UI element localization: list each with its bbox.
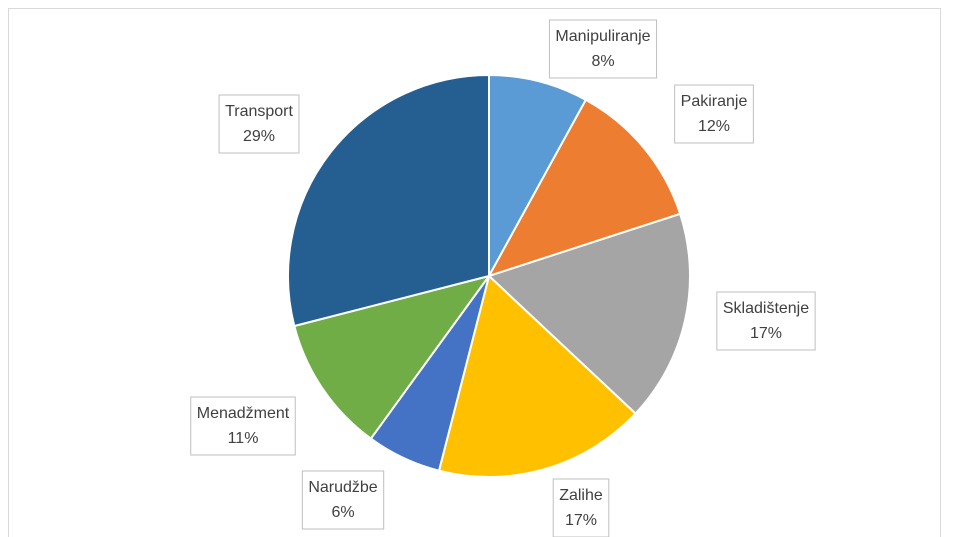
label-box <box>218 94 300 154</box>
slice-value-label: 17% <box>750 325 782 342</box>
pie-slice <box>487 212 691 416</box>
label-box <box>548 19 658 79</box>
label-box <box>716 291 816 351</box>
pie-slice <box>437 274 637 478</box>
pie-slice <box>287 73 490 328</box>
slice-label: Zalihe <box>559 487 603 504</box>
label-box <box>190 396 296 456</box>
slice-value-label: 6% <box>331 504 354 521</box>
slice-value-label: 17% <box>565 512 597 529</box>
slice-label: Narudžbe <box>308 479 377 496</box>
slice-label: Menadžment <box>197 405 290 422</box>
label-box <box>674 84 754 144</box>
slice-value-label: 12% <box>698 118 730 135</box>
slice-label: Transport <box>225 103 293 120</box>
slice-value-label: 8% <box>591 53 614 70</box>
label-box <box>552 478 610 537</box>
slice-value-label: 11% <box>228 430 259 447</box>
label-box <box>301 470 385 530</box>
slice-value-label: 29% <box>243 128 275 145</box>
slice-label: Pakiranje <box>681 93 748 110</box>
pie-slice <box>486 98 682 278</box>
pie-slice <box>293 274 492 441</box>
slice-label: Skladištenje <box>723 300 809 317</box>
slice-label: Manipuliranje <box>555 28 650 45</box>
pie-slice <box>488 73 588 277</box>
chart-frame <box>8 8 941 537</box>
